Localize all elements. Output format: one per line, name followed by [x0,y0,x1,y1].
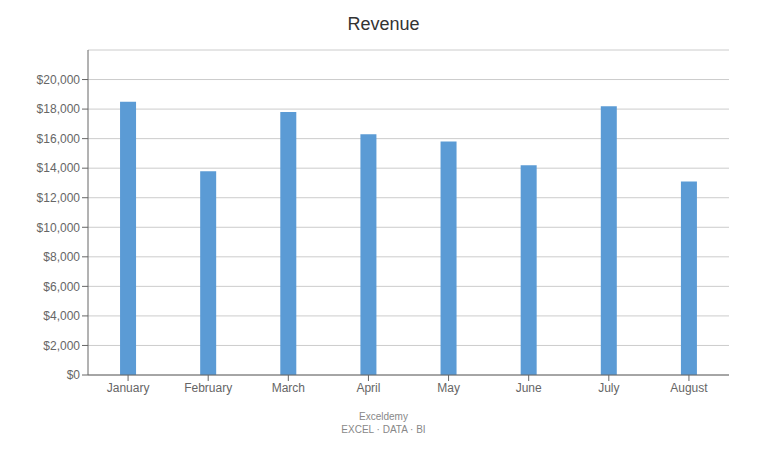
svg-text:$6,000: $6,000 [43,280,80,294]
svg-text:August: August [670,381,708,395]
svg-text:$2,000: $2,000 [43,339,80,353]
html-text:Revenue: Revenue [347,14,420,34]
svg-text:$8,000: $8,000 [43,250,80,264]
svg-text:$0: $0 [67,368,81,382]
svg-text:$16,000: $16,000 [37,132,81,146]
svg-text:February: February [184,381,232,395]
html-text:EXCEL · DATA · BI: EXCEL · DATA · BI [341,424,426,435]
svg-text:$18,000: $18,000 [37,102,81,116]
html-text:Exceldemy: Exceldemy [359,411,408,422]
svg-text:April: April [356,381,380,395]
svg-text:$4,000: $4,000 [43,309,80,323]
svg-text:$14,000: $14,000 [37,161,81,175]
svg-text:July: July [598,381,619,395]
svg-text:January: January [107,381,150,395]
svg-text:May: May [437,381,460,395]
svg-text:June: June [516,381,542,395]
svg-text:$10,000: $10,000 [37,221,81,235]
svg-text:$20,000: $20,000 [37,73,81,87]
svg-text:March: March [272,381,305,395]
svg-text:$12,000: $12,000 [37,191,81,205]
